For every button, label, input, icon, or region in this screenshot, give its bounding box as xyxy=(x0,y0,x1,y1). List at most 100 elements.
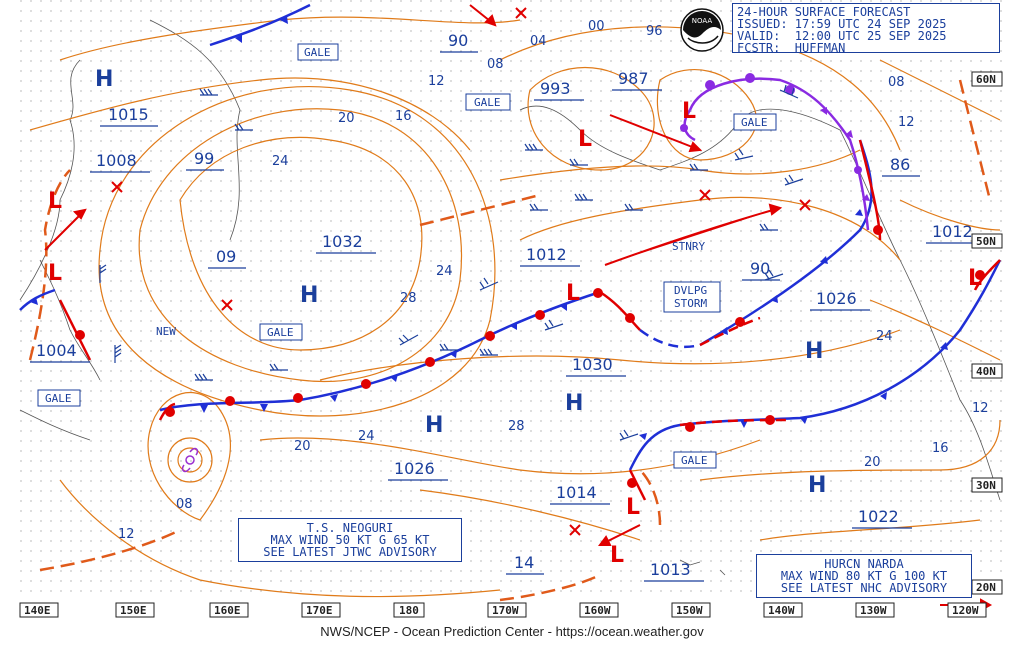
high-letter: H xyxy=(805,339,823,364)
svg-text:24: 24 xyxy=(876,329,893,344)
forecast-title: 24-HOUR SURFACE FORECAST xyxy=(737,5,911,19)
svg-text:20: 20 xyxy=(338,111,355,126)
underlined-values: 90 99 09 90 86 14 xyxy=(186,31,920,575)
svg-text:170E: 170E xyxy=(306,604,333,617)
svg-text:16: 16 xyxy=(932,441,949,456)
latitude-labels: 60N 50N 40N 30N 20N xyxy=(971,71,1003,595)
gale-label: GALE xyxy=(474,96,501,109)
svg-text:24: 24 xyxy=(436,264,453,279)
svg-text:20: 20 xyxy=(294,439,311,454)
svg-text:28: 28 xyxy=(508,419,525,434)
warm-front xyxy=(58,139,1001,501)
low-letter: L xyxy=(48,261,62,286)
occluded-front xyxy=(680,73,870,231)
noaa-logo-icon: NOAA xyxy=(680,8,724,52)
svg-text:170W: 170W xyxy=(492,604,519,617)
forecast-header: 24-HOUR SURFACE FORECAST ISSUED: 17:59 UT… xyxy=(732,3,1000,55)
high-letter: H xyxy=(808,473,826,498)
value-label: 90 xyxy=(448,31,468,50)
low-letter: L xyxy=(566,281,580,306)
center-x-markers xyxy=(111,7,811,536)
pressure-value: 1022 xyxy=(858,507,899,526)
troughs xyxy=(28,79,992,602)
svg-text:20: 20 xyxy=(864,455,881,470)
svg-text:08: 08 xyxy=(888,75,905,90)
value-label: 99 xyxy=(194,149,214,168)
svg-text:96: 96 xyxy=(646,24,663,39)
svg-text:24: 24 xyxy=(272,154,289,169)
pressure-value: 987 xyxy=(618,69,649,88)
pressure-value: 1030 xyxy=(572,355,613,374)
new-label: NEW xyxy=(156,325,176,338)
svg-text:60N: 60N xyxy=(976,73,996,86)
noaa-logo-text: NOAA xyxy=(692,17,713,25)
svg-text:12: 12 xyxy=(428,74,445,89)
svg-text:12: 12 xyxy=(118,527,135,542)
value-label: 86 xyxy=(890,155,910,174)
svg-text:150W: 150W xyxy=(676,604,703,617)
pressure-value: 1004 xyxy=(36,341,77,360)
low-letter: L xyxy=(48,189,62,214)
central-pressures: 1015 1008 1004 1032 1030 1026 1026 1022 … xyxy=(30,69,986,582)
gale-labels: GALE GALE GALE GALE GALE GALE DVLPG STOR… xyxy=(37,43,777,469)
svg-text:00: 00 xyxy=(588,19,605,34)
pressure-value: 1032 xyxy=(322,232,363,251)
svg-text:180: 180 xyxy=(399,604,419,617)
footer-credit: NWS/NCEP - Ocean Prediction Center - htt… xyxy=(320,624,704,639)
low-letter: L xyxy=(626,495,640,520)
low-letter: L xyxy=(578,127,592,152)
svg-text:140E: 140E xyxy=(24,604,51,617)
svg-text:04: 04 xyxy=(530,34,547,49)
pressure-value: 1008 xyxy=(96,151,137,170)
gale-label: GALE xyxy=(681,454,708,467)
high-letter: H xyxy=(300,283,318,308)
svg-text:40N: 40N xyxy=(976,365,996,378)
longitude-labels: 140E 150E 160E 170E 180 170W 160W 150W 1… xyxy=(19,602,987,618)
dvlpg-label: DVLPG xyxy=(674,284,707,297)
valid-time: VALID: 12:00 UTC 25 SEP 2025 xyxy=(737,29,947,43)
isobar-labels: 12 20 16 24 24 28 28 24 20 12 08 00 04 0… xyxy=(118,19,989,542)
svg-text:120W: 120W xyxy=(952,604,979,617)
forecaster: FCSTR: HUFFMAN xyxy=(737,41,846,55)
svg-text:08: 08 xyxy=(176,497,193,512)
value-label: 90 xyxy=(750,259,770,278)
low-letter: L xyxy=(610,543,624,568)
svg-text:28: 28 xyxy=(400,291,417,306)
pressure-value: 1026 xyxy=(394,459,435,478)
high-letter: H xyxy=(565,391,583,416)
svg-text:24: 24 xyxy=(358,429,375,444)
pressure-value: 1013 xyxy=(650,560,691,579)
svg-text:16: 16 xyxy=(395,109,412,124)
value-label: 09 xyxy=(216,247,236,266)
pressure-value: 1026 xyxy=(816,289,857,308)
value-label: 14 xyxy=(514,553,534,572)
high-letter: H xyxy=(425,413,443,438)
narda-advisory: HURCN NARDA MAX WIND 80 KT G 100 KT SEE … xyxy=(756,554,972,598)
tropical-storm-icon xyxy=(181,447,199,473)
pressure-value: 1012 xyxy=(526,245,567,264)
svg-text:30N: 30N xyxy=(976,479,996,492)
pressure-value: 993 xyxy=(540,79,571,98)
stnry-label: STNRY xyxy=(672,240,705,253)
svg-text:12: 12 xyxy=(972,401,989,416)
gale-label: GALE xyxy=(45,392,72,405)
high-letter: H xyxy=(95,67,113,92)
issued-time: ISSUED: 17:59 UTC 24 SEP 2025 xyxy=(737,17,947,31)
svg-text:50N: 50N xyxy=(976,235,996,248)
svg-text:12: 12 xyxy=(898,115,915,130)
pressure-value: 1012 xyxy=(932,222,973,241)
low-letter: L xyxy=(968,266,982,291)
svg-text:08: 08 xyxy=(487,57,504,72)
pressure-value: 1015 xyxy=(108,105,149,124)
pressure-letters: H H H H H H L L L L L L L L xyxy=(48,67,982,568)
neoguri-advisory: T.S. NEOGURI MAX WIND 50 KT G 65 KT SEE … xyxy=(238,518,462,562)
svg-text:20N: 20N xyxy=(976,581,996,594)
gale-label: GALE xyxy=(304,46,331,59)
wind-barbs xyxy=(99,84,804,441)
svg-text:160W: 160W xyxy=(584,604,611,617)
gale-label: GALE xyxy=(741,116,768,129)
svg-text:150E: 150E xyxy=(120,604,147,617)
grid-background xyxy=(18,0,1008,600)
svg-text:140W: 140W xyxy=(768,604,795,617)
